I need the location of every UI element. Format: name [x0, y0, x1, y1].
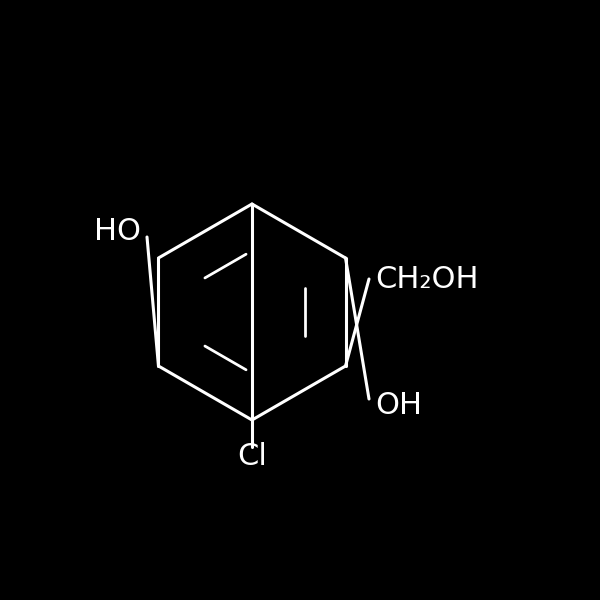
Text: OH: OH	[375, 391, 422, 419]
Text: CH₂OH: CH₂OH	[375, 265, 479, 293]
Text: HO: HO	[94, 217, 141, 245]
Text: Cl: Cl	[237, 442, 267, 471]
